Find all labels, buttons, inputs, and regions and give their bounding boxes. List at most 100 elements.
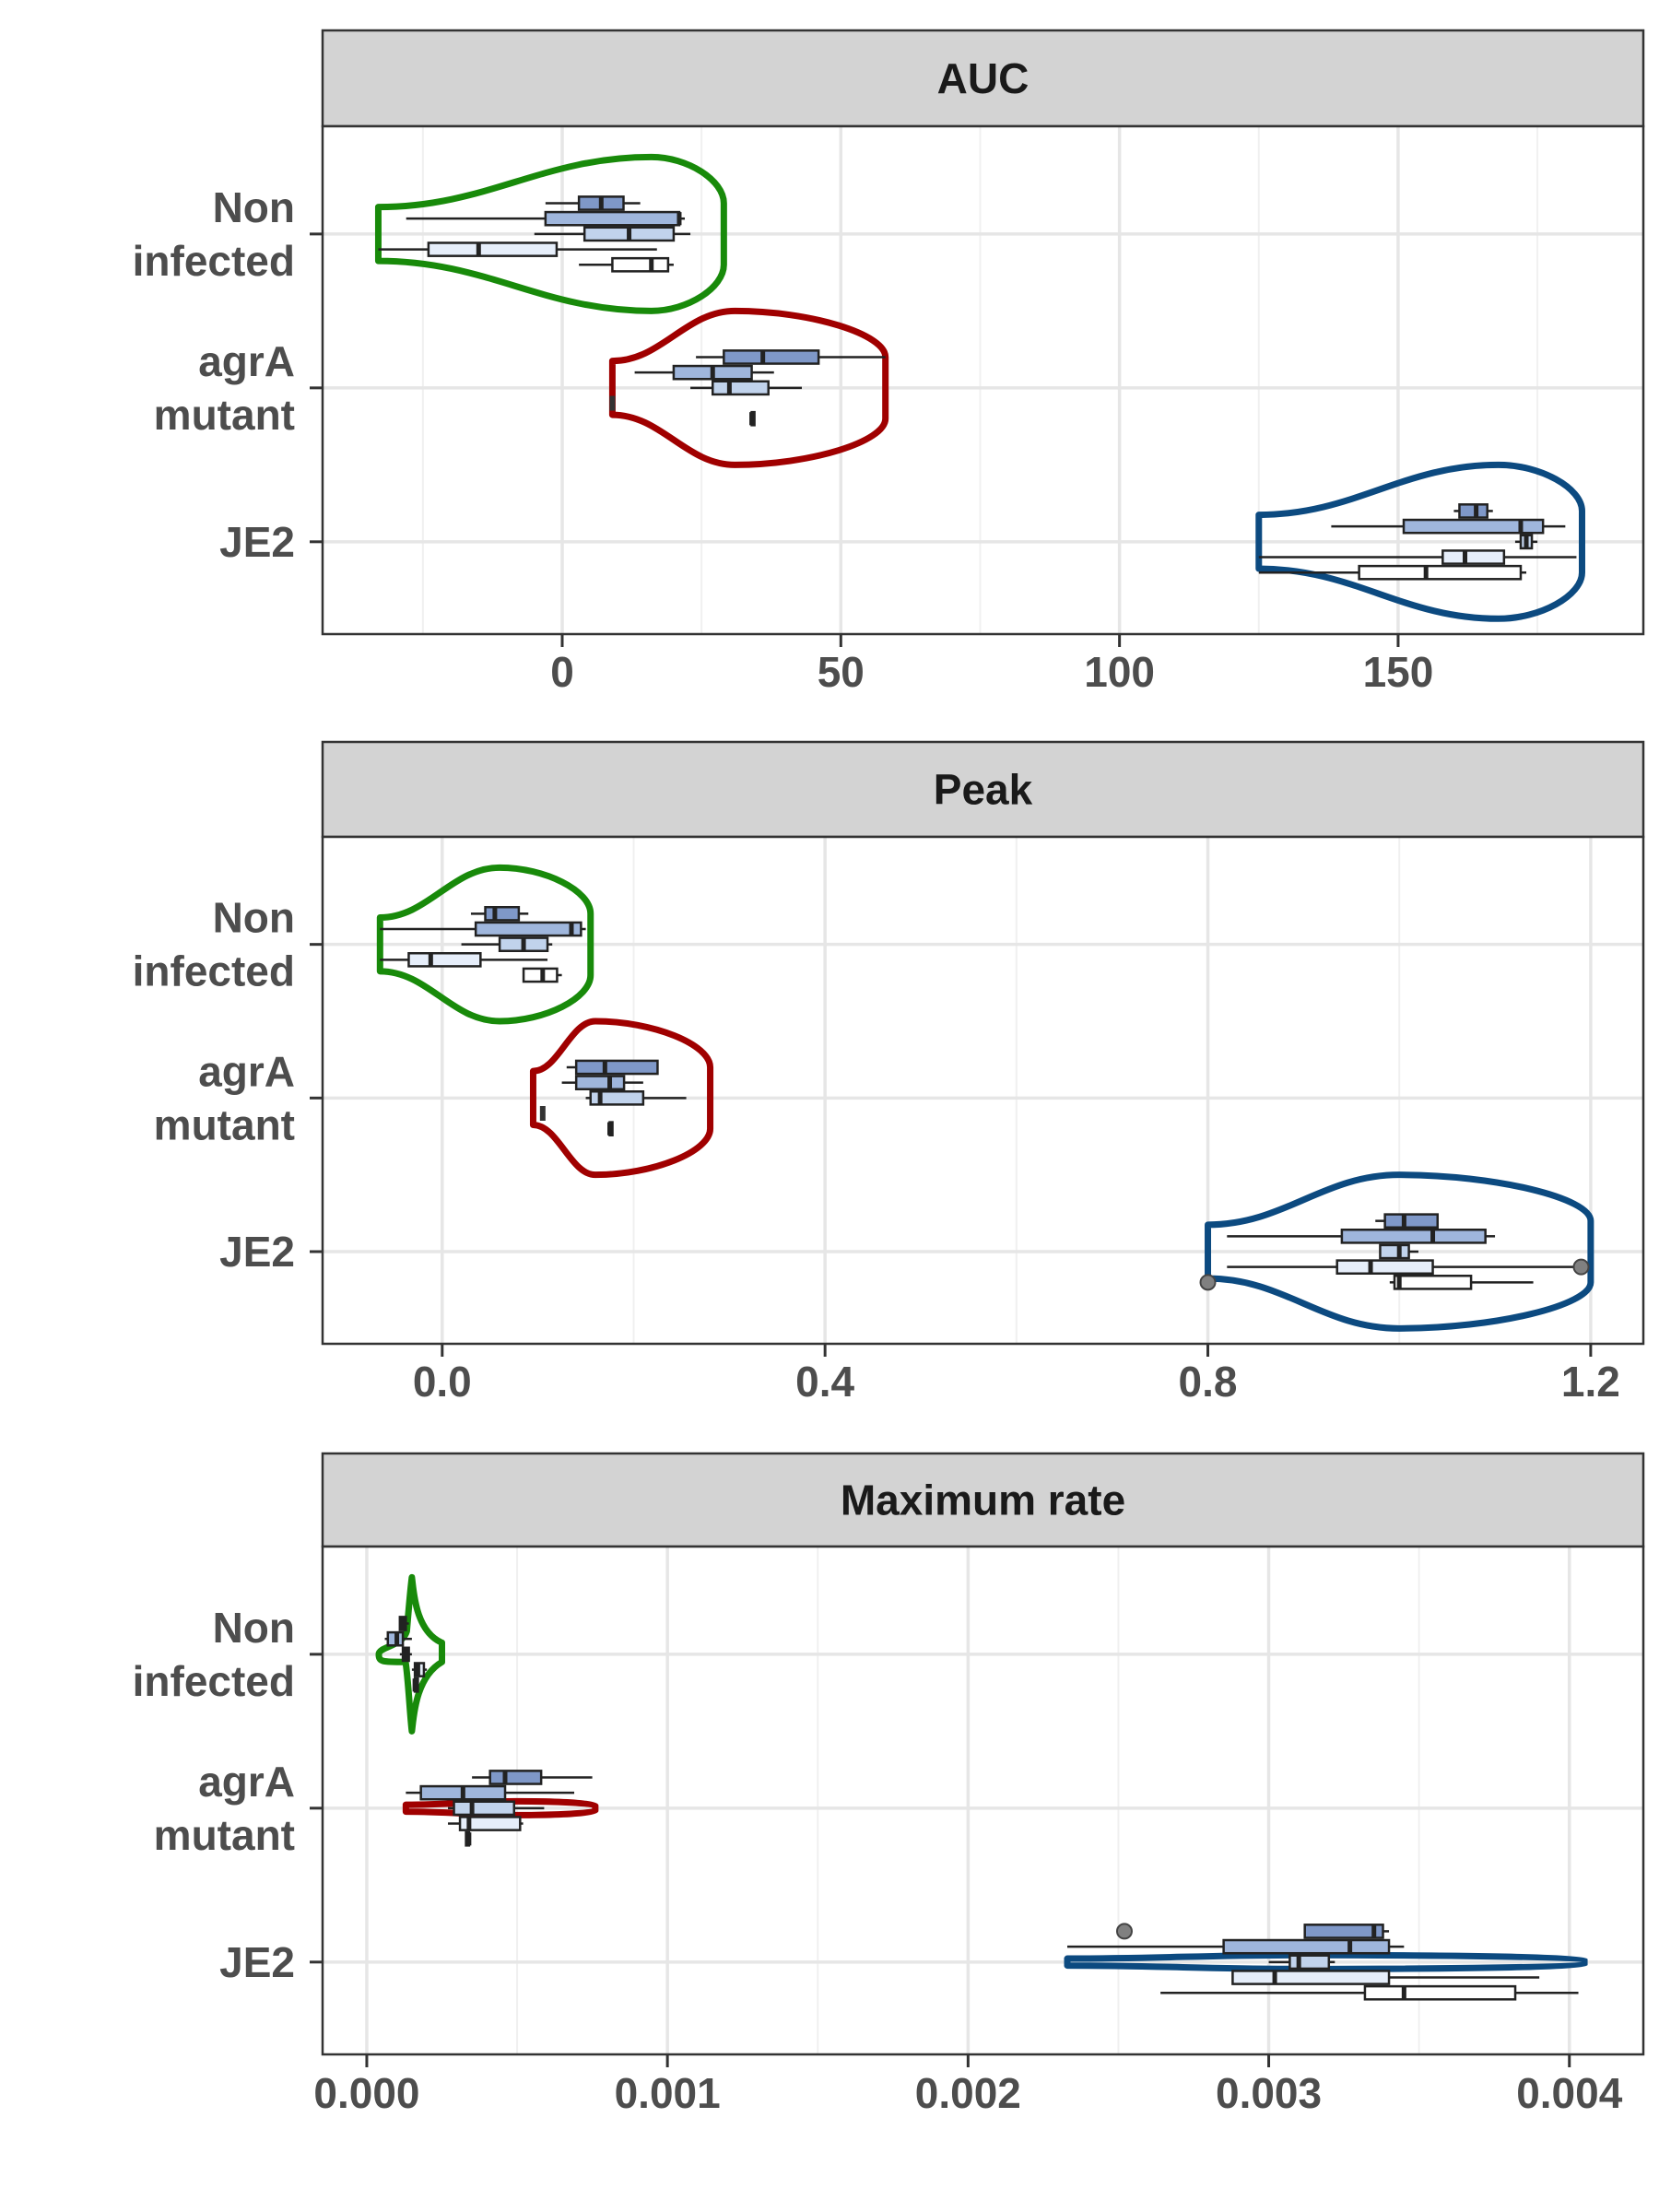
boxplot (1303, 1924, 1390, 1939)
boxplot (378, 241, 657, 257)
boxplot (1268, 1954, 1335, 1971)
boxplot (1379, 1243, 1418, 1260)
panel-border (321, 1545, 1645, 2056)
boxplot (1375, 1213, 1439, 1230)
boxplot (406, 210, 686, 227)
panel-border (321, 835, 1645, 1346)
box (453, 1800, 516, 1817)
boxplot (448, 1816, 524, 1831)
violin-je2 (1064, 1951, 1588, 1972)
boxplot (1389, 1275, 1534, 1290)
plot-background (323, 126, 1643, 634)
y-tick-label: JE2 (219, 1938, 295, 1986)
x-tick-label: 0.4 (795, 1358, 854, 1406)
y-tick-label: agrA mutant (154, 1758, 295, 1859)
box (611, 256, 670, 273)
boxplot (1514, 534, 1538, 550)
boxplot (1258, 549, 1577, 565)
boxplot (380, 952, 548, 968)
x-tick-label: 150 (1363, 648, 1434, 696)
box (427, 241, 559, 257)
boxplot (561, 1075, 643, 1091)
boxplot (1331, 518, 1566, 535)
boxplot (1066, 1938, 1405, 1955)
box (1402, 518, 1545, 535)
box (1458, 503, 1488, 519)
outlier-point (1572, 1258, 1590, 1276)
panel-title: AUC (937, 54, 1030, 102)
box (474, 921, 582, 937)
box (1335, 1259, 1434, 1276)
x-tick-label: 0.001 (615, 2069, 721, 2117)
box (574, 1059, 659, 1076)
box (1288, 1954, 1331, 1971)
box (1379, 1243, 1410, 1260)
boxplot (472, 1770, 593, 1785)
panel-peak: Peak Non infected agrA mutant JE2 0.0 0.4 0.8 1.2 (133, 740, 1645, 1406)
box (544, 210, 681, 227)
boxplot (634, 364, 774, 381)
boxplot (406, 1784, 575, 1801)
x-tick-label: 0.002 (915, 2069, 1021, 2117)
box (522, 967, 559, 983)
boxplot (1227, 1259, 1582, 1276)
boxplot (399, 1646, 412, 1663)
y-tick-label: JE2 (219, 518, 295, 566)
panel-maximum-rate: Maximum rate Non infected agrA mutant JE2 0.00… (133, 1452, 1645, 2117)
panel-title: Peak (934, 766, 1033, 814)
boxplot (545, 195, 641, 211)
boxplot (566, 1059, 659, 1076)
x-tick-label: 50 (818, 648, 865, 696)
boxplot (690, 380, 802, 396)
boxplot (1227, 1229, 1496, 1244)
box (711, 380, 770, 396)
box (1231, 1970, 1391, 1985)
y-tick-label: agrA mutant (154, 337, 295, 439)
boxplot (749, 410, 756, 427)
y-tick-label: agrA mutant (154, 1047, 295, 1148)
y-tick-label: JE2 (219, 1228, 295, 1276)
x-tick-label: 1.2 (1561, 1358, 1620, 1406)
boxplot (579, 256, 674, 273)
panel-border (321, 124, 1645, 636)
point-mark (609, 395, 616, 411)
box (484, 906, 521, 922)
box (1441, 549, 1506, 565)
boxplot (465, 1830, 472, 1847)
violin-agra-mutant (608, 307, 889, 468)
boxplot (412, 1677, 419, 1693)
boxplot (461, 936, 553, 952)
y-tick-label: Non infected (133, 894, 295, 995)
violin-non-infected (374, 153, 727, 314)
strip-header (321, 740, 1645, 839)
boxplot (522, 967, 562, 983)
strip-header (321, 29, 1645, 128)
x-tick-label: 0.0 (413, 1358, 472, 1406)
panel-title: Maximum rate (841, 1477, 1125, 1524)
y-tick-label: Non infected (133, 1604, 295, 1705)
box (1383, 1213, 1439, 1230)
boxplot (384, 1630, 412, 1647)
x-tick-label: 0.004 (1516, 2069, 1623, 2117)
boxplot (1258, 564, 1527, 581)
box (1303, 1924, 1384, 1939)
x-tick-label: 0.000 (313, 2069, 419, 2117)
boxplot (448, 1800, 545, 1817)
x-tick-label: 0 (550, 648, 574, 696)
box (1358, 564, 1523, 581)
x-tick-label: 0.003 (1216, 2069, 1322, 2117)
boxplot (380, 921, 586, 937)
strip-header (321, 1452, 1645, 1548)
point-mark (539, 1106, 546, 1121)
panel-auc: AUC Non infected agrA mutant JE2 0 50 100 150 (133, 29, 1645, 696)
boxplot (1160, 1984, 1579, 2001)
y-tick-label: Non infected (133, 183, 295, 285)
x-tick-label: 0.8 (1179, 1358, 1238, 1406)
box (407, 952, 482, 968)
box (723, 349, 820, 365)
boxplot (585, 1090, 687, 1106)
boxplot (607, 1121, 614, 1137)
boxplot (1231, 1970, 1540, 1985)
violin-agra-mutant (529, 1018, 714, 1179)
